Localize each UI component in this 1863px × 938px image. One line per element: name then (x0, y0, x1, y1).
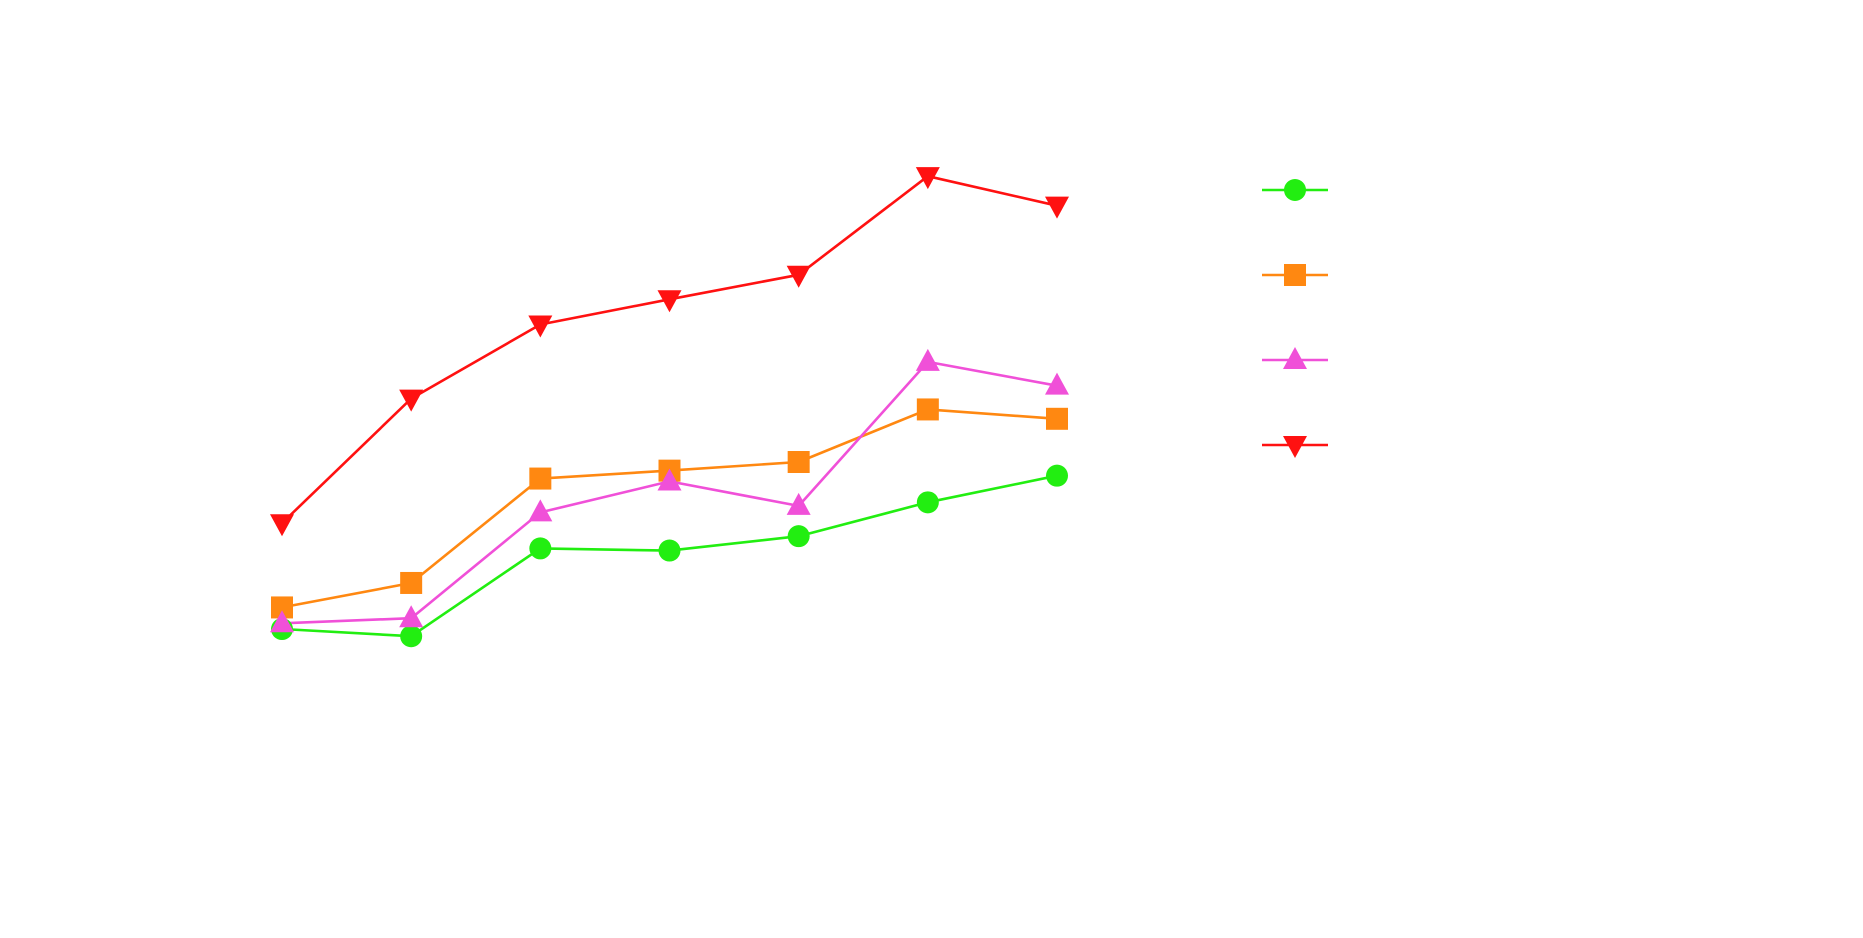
series-2-point-3 (529, 467, 552, 490)
series-3-point-2 (399, 605, 424, 628)
legend-entry-2 (1262, 264, 1328, 286)
legend (1262, 179, 1328, 458)
series-3-point-1 (270, 610, 294, 633)
series-4-point-1 (270, 514, 294, 537)
series-3-point-3 (528, 499, 553, 522)
legend-marker-1 (1284, 179, 1306, 201)
series-1-point-7 (1046, 464, 1068, 487)
series-1-point-6 (916, 491, 939, 514)
series-3-point-6 (915, 348, 940, 371)
series-4-point-6 (915, 167, 940, 190)
series-1-point-2 (400, 625, 423, 648)
plot-markers (270, 167, 1069, 648)
legend-marker-2 (1284, 264, 1306, 286)
series-2-point-7 (1046, 407, 1068, 430)
legend-entry-4 (1262, 436, 1328, 458)
series-2-line (280, 408, 1059, 609)
series-2-point-2 (400, 571, 423, 594)
plot-lines (280, 174, 1059, 638)
series-4-point-4 (657, 290, 682, 313)
series-3-point-4 (657, 468, 682, 491)
series-1-point-4 (658, 539, 681, 562)
series-4-point-2 (399, 389, 424, 412)
series-4-point-5 (786, 265, 811, 288)
legend-entry-3 (1262, 347, 1328, 369)
series-4-point-7 (1045, 196, 1069, 219)
legend-marker-3 (1283, 347, 1307, 369)
series-1-point-3 (529, 537, 552, 560)
series-3-point-5 (786, 492, 811, 515)
series-4-point-3 (528, 315, 553, 338)
legend-marker-4 (1283, 436, 1307, 458)
series-2-point-5 (787, 451, 810, 473)
series-2-point-1 (271, 596, 293, 619)
legend-entry-1 (1262, 179, 1328, 201)
series-1-point-5 (787, 525, 810, 548)
series-2-point-6 (916, 398, 939, 421)
series-3-point-7 (1045, 372, 1069, 395)
series-3-line (280, 360, 1059, 625)
